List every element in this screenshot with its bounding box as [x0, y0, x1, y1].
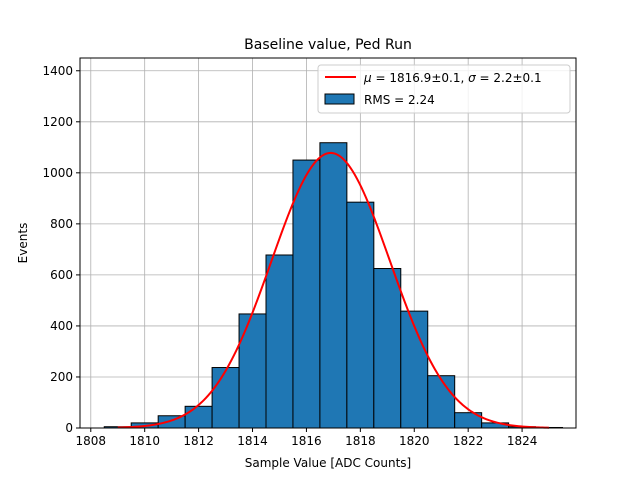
histogram-bar [346, 201, 375, 429]
histogram-bar [184, 405, 213, 429]
x-tick-label: 1820 [399, 434, 430, 448]
legend-histogram-swatch [324, 93, 355, 105]
y-tick-label: 0 [65, 421, 73, 435]
y-axis-label: Events [16, 223, 30, 264]
x-axis-ticks: 1808 1810 1812 1814 1816 1818 1820 1822 1824 [76, 428, 538, 448]
x-tick-label: 1822 [453, 434, 484, 448]
y-tick-label: 600 [50, 268, 73, 282]
y-tick-label: 200 [50, 370, 73, 384]
x-tick-label: 1814 [237, 434, 268, 448]
histogram-bar [238, 313, 267, 429]
x-axis-label: Sample Value [ADC Counts] [245, 456, 411, 470]
x-tick-label: 1812 [183, 434, 214, 448]
y-axis-ticks: 0 200 400 600 800 1000 1200 1400 [42, 64, 80, 435]
y-tick-label: 800 [50, 217, 73, 231]
legend-histogram-label: RMS = 2.24 [364, 93, 435, 107]
histogram-bar [400, 310, 429, 429]
x-tick-label: 1818 [345, 434, 376, 448]
histogram-bars [103, 142, 564, 429]
y-tick-label: 1200 [42, 115, 73, 129]
x-tick-label: 1810 [129, 434, 160, 448]
y-tick-label: 1000 [42, 166, 73, 180]
histogram-bar [373, 268, 402, 429]
y-tick-label: 1400 [42, 64, 73, 78]
x-tick-label: 1808 [76, 434, 107, 448]
y-tick-label: 400 [50, 319, 73, 333]
legend-fit-label: μ = 1816.9±0.1, σ = 2.2±0.1 [363, 71, 542, 85]
fit-curve [117, 151, 550, 429]
plot-frame [79, 57, 577, 429]
x-tick-label: 1824 [507, 434, 538, 448]
histogram-bar [319, 142, 348, 429]
histogram-bar [427, 375, 456, 429]
histogram-bar [292, 159, 321, 429]
legend-box [317, 64, 571, 114]
legend: μ = 1816.9±0.1, σ = 2.2±0.1 RMS = 2.24 [317, 64, 571, 114]
histogram-bar [211, 367, 240, 429]
histogram-bar [265, 254, 294, 429]
x-tick-label: 1816 [291, 434, 322, 448]
chart-title: Baseline value, Ped Run [244, 37, 412, 53]
